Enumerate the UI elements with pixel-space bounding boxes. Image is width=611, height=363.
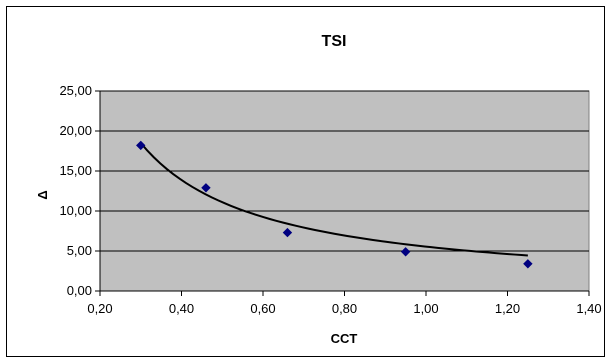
gridlines	[100, 90, 589, 252]
x-axis-title: CCT	[331, 331, 358, 346]
data-markers	[136, 140, 533, 269]
data-point-0-0	[136, 140, 146, 151]
y-tick-label-3: 15,00	[59, 163, 92, 178]
chart-title: TSI	[322, 33, 347, 50]
chart-svg: TSI 0,00 5,00 10,00 15,00 20,00 25,00 0,20 0,4…	[35, 33, 602, 346]
x-tick-label-4: 1,00	[413, 301, 438, 316]
x-tick-label-3: 0,80	[332, 301, 357, 316]
x-axis-tick-labels: 0,20 0,40 0,60 0,80 1,00 1,20 1,40	[87, 301, 601, 316]
data-point-0-1	[201, 183, 211, 193]
x-tick-label-1: 0,40	[169, 301, 194, 316]
y-tick-label-2: 10,00	[59, 203, 92, 218]
trendline	[139, 142, 528, 257]
plot-area	[99, 90, 590, 292]
y-tick-label-5: 25,00	[59, 83, 92, 98]
y-axis-title: Δ	[35, 190, 50, 199]
chart-frame: TSI 0,00 5,00 10,00 15,00 20,00 25,00 0,20 0,4…	[6, 6, 605, 357]
x-tick-label-2: 0,60	[250, 301, 275, 316]
y-tick-label-4: 20,00	[59, 123, 92, 138]
y-tick-label-0: 0,00	[67, 283, 92, 298]
data-point-0-4	[523, 259, 533, 269]
axes	[95, 90, 590, 296]
x-tick-label-6: 1,40	[576, 301, 601, 316]
data-point-0-2	[282, 227, 293, 238]
y-axis-tick-labels: 0,00 5,00 10,00 15,00 20,00 25,00	[59, 83, 92, 298]
x-tick-label-5: 1,20	[495, 301, 520, 316]
x-tick-label-0: 0,20	[87, 301, 112, 316]
data-point-0-3	[400, 247, 411, 257]
y-tick-label-1: 5,00	[67, 243, 92, 258]
